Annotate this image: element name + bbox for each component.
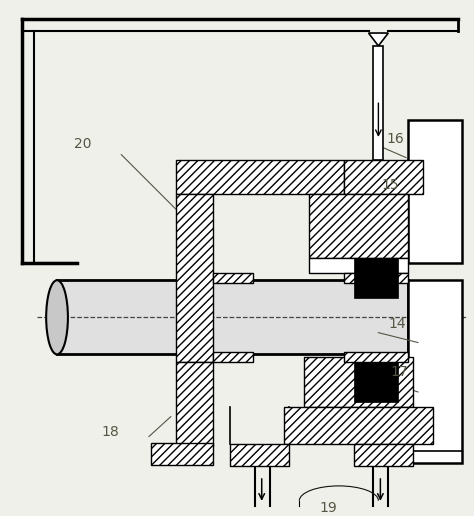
- Bar: [309, 194, 408, 259]
- Polygon shape: [368, 33, 388, 46]
- Bar: [309, 259, 408, 273]
- Text: 14: 14: [388, 317, 406, 331]
- Bar: [176, 362, 213, 446]
- Bar: [354, 362, 398, 402]
- Bar: [374, 46, 383, 159]
- Bar: [354, 444, 413, 466]
- Bar: [344, 159, 423, 194]
- Bar: [354, 259, 398, 298]
- Bar: [408, 280, 463, 463]
- Bar: [408, 120, 463, 264]
- Bar: [230, 444, 290, 466]
- Bar: [213, 273, 253, 283]
- Text: 18: 18: [101, 426, 119, 440]
- Ellipse shape: [46, 280, 68, 354]
- Text: 17: 17: [390, 365, 408, 379]
- Bar: [176, 159, 344, 194]
- Bar: [176, 194, 213, 362]
- Text: 20: 20: [74, 137, 91, 151]
- Text: 16: 16: [386, 132, 404, 146]
- Bar: [304, 358, 413, 407]
- Bar: [344, 352, 408, 362]
- Bar: [284, 407, 433, 444]
- Bar: [151, 443, 213, 465]
- Bar: [213, 352, 253, 362]
- Bar: [344, 273, 408, 283]
- Bar: [57, 280, 408, 354]
- Text: 15: 15: [382, 178, 399, 192]
- Text: 19: 19: [319, 501, 337, 514]
